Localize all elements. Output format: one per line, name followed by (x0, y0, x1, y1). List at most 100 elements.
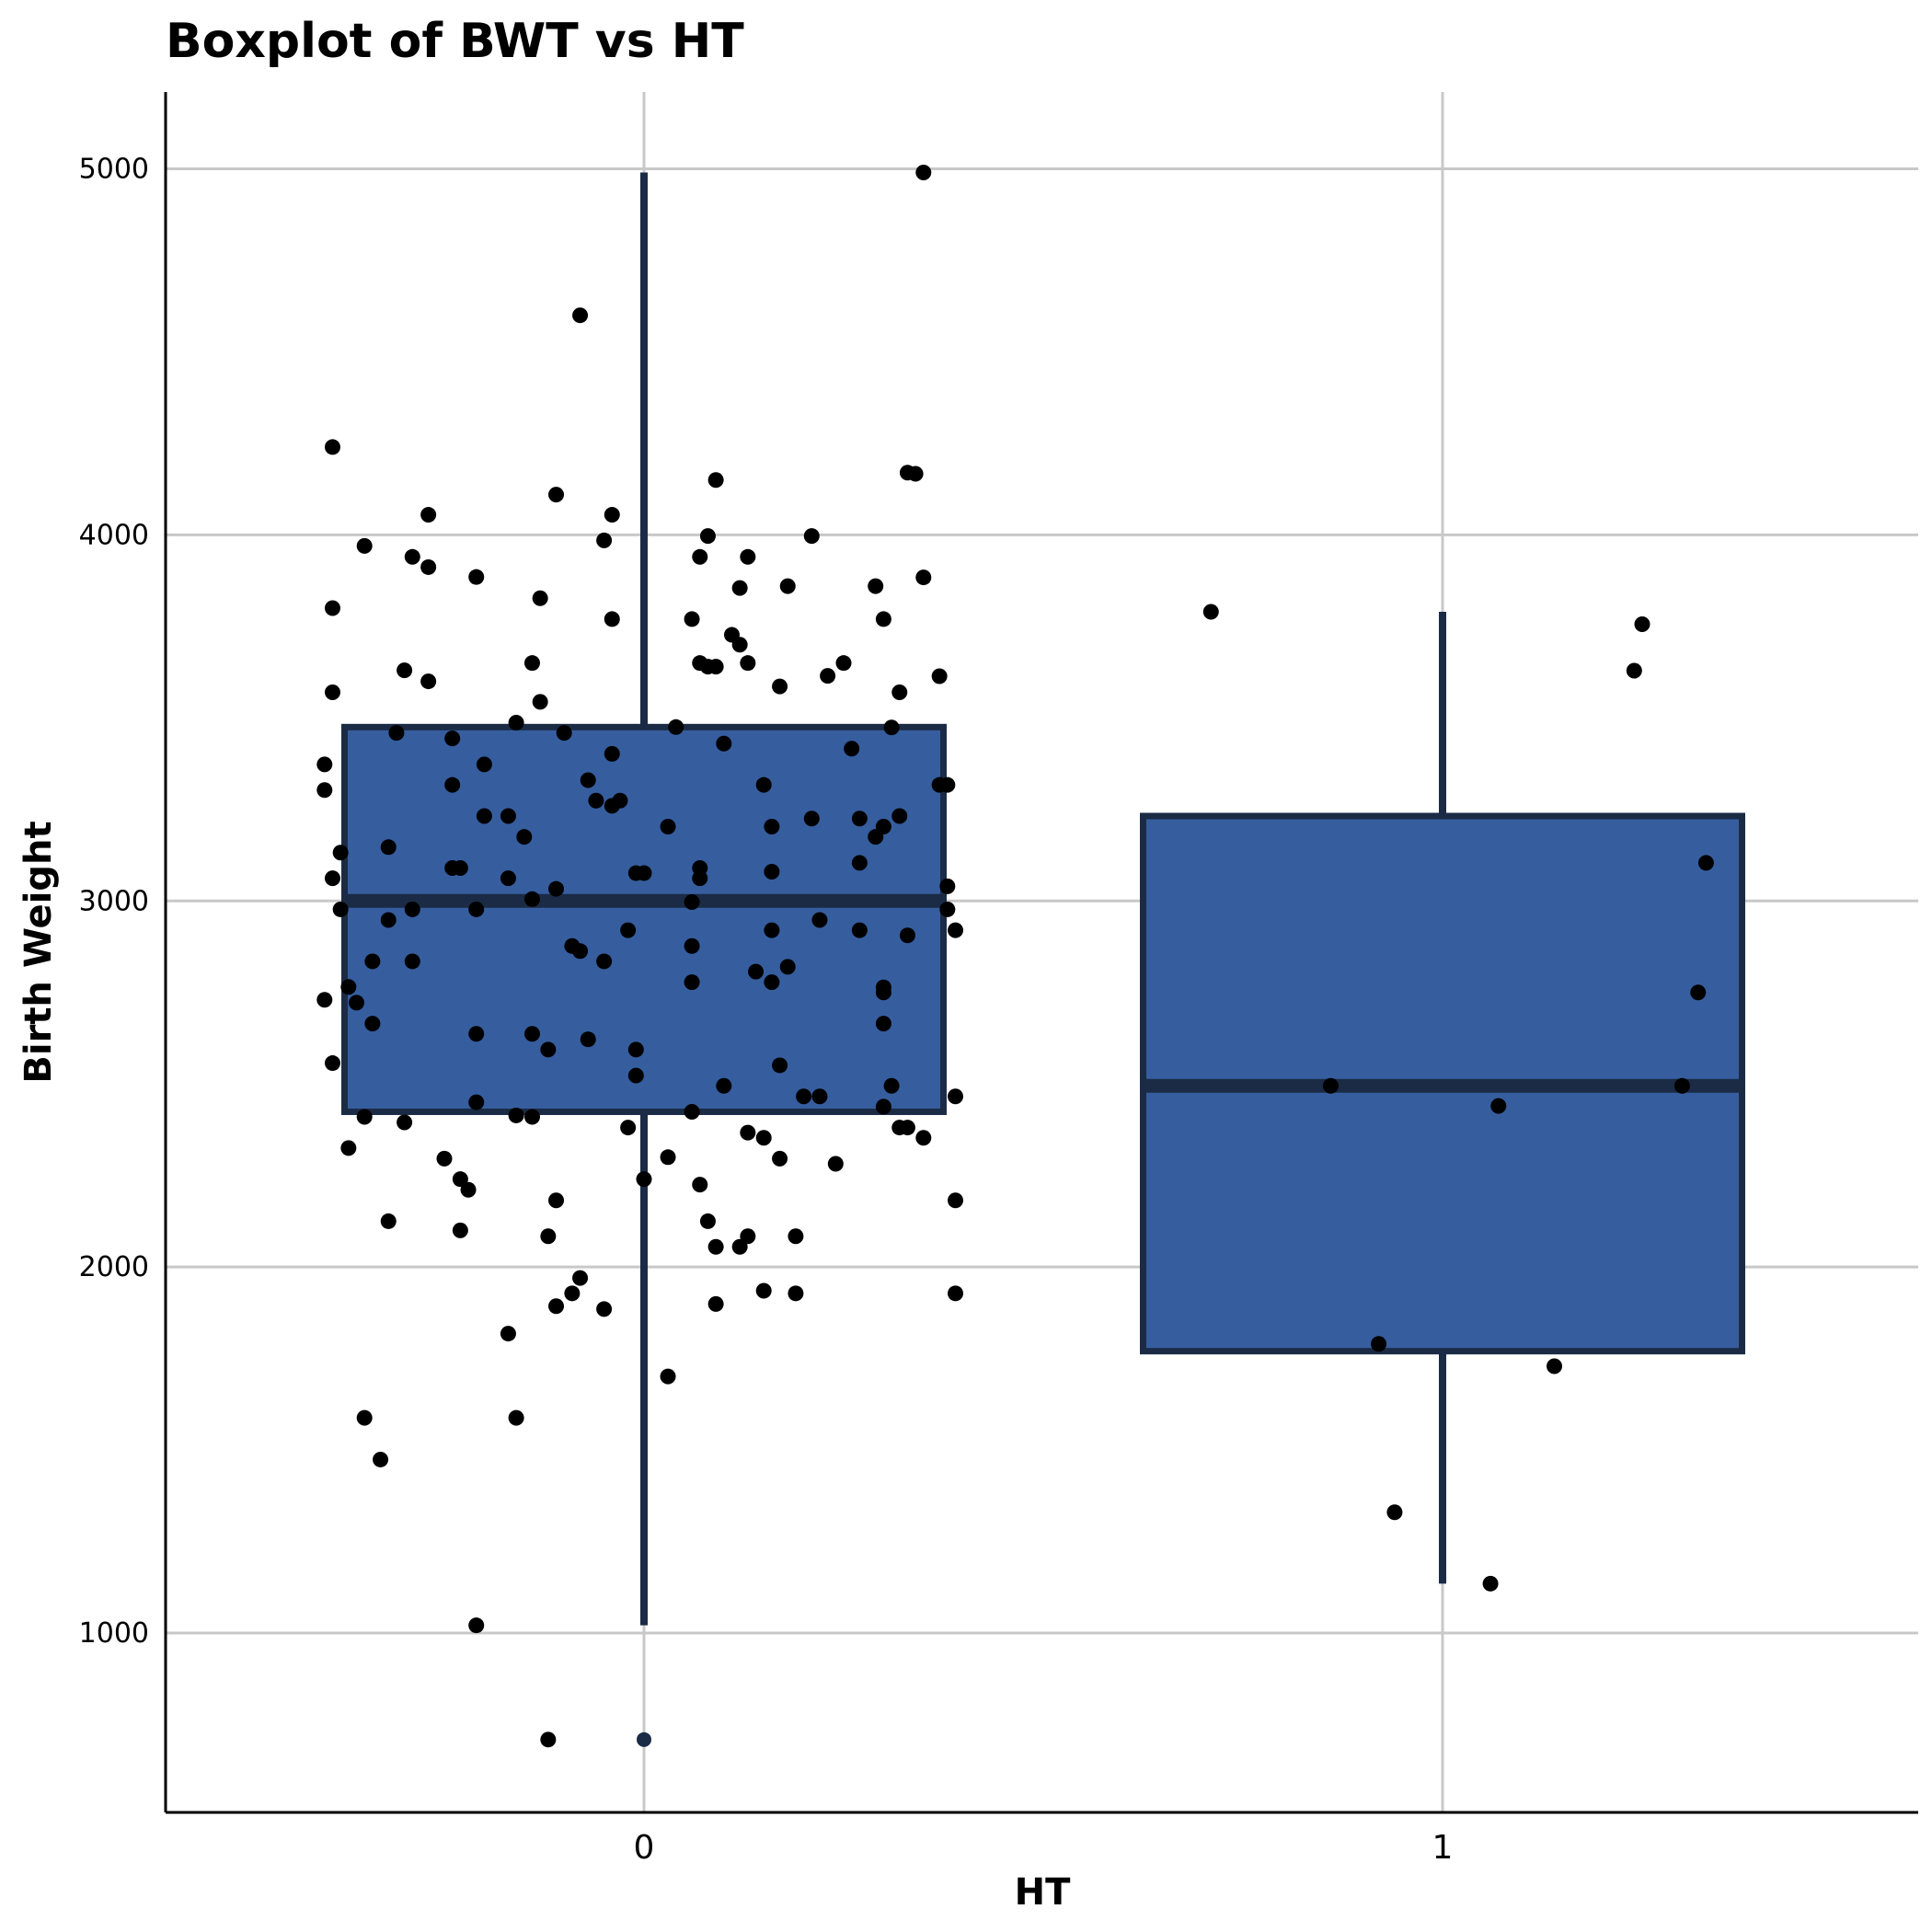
data-point (948, 922, 964, 938)
data-point (788, 1228, 804, 1245)
data-point (596, 532, 613, 548)
y-tick-label: 5000 (79, 154, 149, 186)
data-point (620, 1120, 637, 1136)
data-point (548, 880, 565, 897)
data-point (827, 1156, 844, 1172)
data-point (1322, 1077, 1339, 1094)
data-point (788, 1285, 804, 1302)
data-point (596, 953, 613, 970)
data-point (508, 1107, 524, 1123)
data-point (508, 715, 524, 731)
data-point (779, 959, 796, 975)
data-point (899, 1120, 915, 1136)
data-point (699, 1213, 716, 1229)
data-point (740, 1228, 756, 1245)
data-point (364, 953, 381, 970)
data-point (324, 600, 340, 616)
data-point (684, 611, 700, 627)
data-point (875, 984, 891, 1001)
data-point (627, 1067, 644, 1084)
data-point (532, 694, 548, 710)
data-point (316, 992, 333, 1008)
data-point (397, 662, 413, 679)
data-point (915, 165, 932, 181)
data-point (772, 1150, 788, 1167)
data-point (548, 1298, 565, 1315)
data-point (915, 569, 932, 586)
data-point (540, 1228, 557, 1245)
data-point (931, 668, 948, 684)
data-point (548, 1192, 565, 1209)
data-point (572, 943, 589, 960)
data-point (692, 870, 708, 887)
data-point (356, 1409, 373, 1426)
data-point (915, 1130, 932, 1146)
data-point (883, 1077, 900, 1094)
data-point (548, 487, 565, 503)
data-point (875, 611, 891, 627)
data-point (380, 1213, 397, 1229)
data-point (1371, 1336, 1387, 1352)
data-point (564, 1285, 581, 1302)
data-point (1202, 604, 1219, 620)
data-point (1386, 1504, 1403, 1521)
data-point (803, 811, 820, 827)
data-point (1547, 1358, 1563, 1374)
data-point (540, 1731, 557, 1748)
data-point (907, 466, 924, 482)
data-point (364, 1016, 381, 1032)
data-point (755, 1282, 772, 1299)
data-point (948, 1285, 964, 1302)
data-point (891, 808, 908, 824)
data-point (707, 472, 724, 489)
y-tick-label: 3000 (79, 885, 149, 917)
data-point (899, 927, 915, 944)
data-point (684, 893, 700, 910)
data-point (851, 811, 868, 827)
data-point (324, 439, 340, 455)
data-point (1673, 1077, 1690, 1094)
data-point (620, 922, 637, 938)
data-point (868, 829, 884, 845)
data-point (948, 1088, 964, 1105)
data-point (588, 792, 604, 809)
x-tick-label: 1 (1432, 1829, 1454, 1867)
data-point (340, 1140, 357, 1156)
data-point (731, 1238, 748, 1255)
data-point (468, 901, 485, 917)
data-point (476, 808, 492, 824)
data-point (772, 1057, 788, 1074)
data-point (716, 735, 732, 752)
data-point (636, 865, 652, 881)
data-point (1482, 1575, 1499, 1592)
data-point (508, 1409, 524, 1426)
data-point (612, 792, 628, 809)
data-point (373, 1451, 389, 1467)
x-axis-title: HT (1015, 1871, 1071, 1914)
data-point (731, 637, 748, 653)
data-point (580, 772, 596, 788)
data-point (404, 548, 420, 565)
data-point (764, 974, 780, 991)
data-point (764, 819, 780, 835)
data-point (436, 1150, 453, 1167)
data-point (468, 1094, 485, 1110)
data-point (1626, 662, 1642, 679)
data-point (532, 590, 548, 606)
data-point (660, 1149, 676, 1166)
chart-title: Boxplot of BWT vs HT (166, 14, 744, 69)
data-point (316, 756, 333, 773)
data-point (324, 684, 340, 701)
boxes (341, 172, 1745, 1747)
data-point (803, 528, 820, 545)
data-point (404, 901, 420, 917)
data-point (779, 578, 796, 594)
data-point (324, 1055, 340, 1072)
data-point (939, 878, 956, 894)
data-point (660, 819, 676, 835)
data-point (444, 776, 461, 793)
data-point (380, 912, 397, 928)
data-point (596, 1301, 613, 1317)
data-point (324, 870, 340, 887)
